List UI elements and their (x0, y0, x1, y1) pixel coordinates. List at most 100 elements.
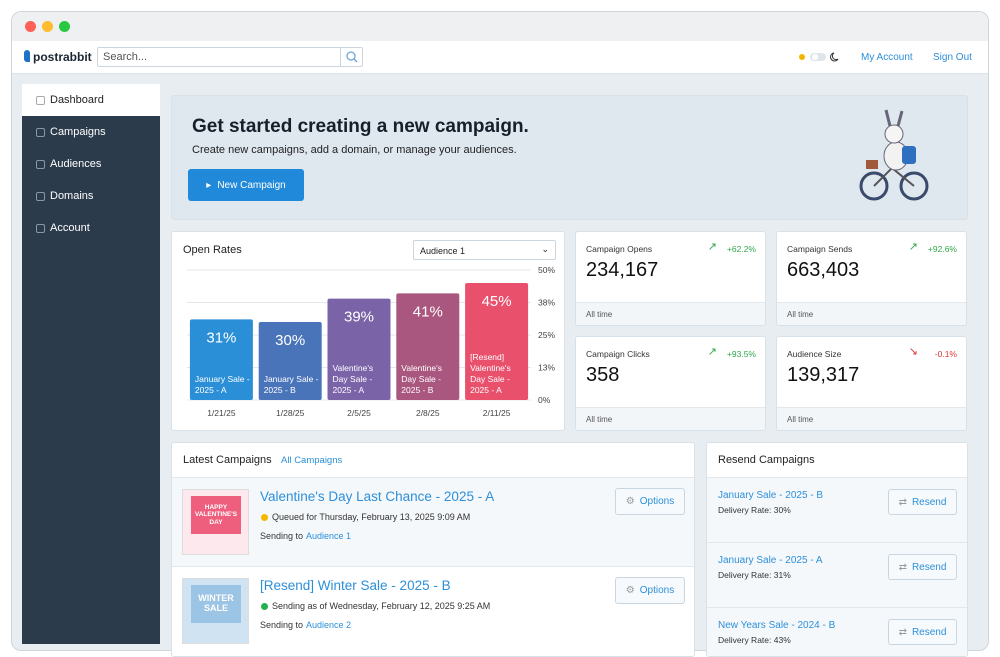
resend-name[interactable]: New Years Sale - 2024 - B (718, 620, 836, 631)
button-icon: ⚙ (625, 496, 635, 507)
stat-change: -0.1% (934, 349, 957, 359)
bar-label: January Sale - 2025 - B (263, 374, 319, 395)
bar (189, 319, 253, 400)
sidebar-item[interactable]: Audiences (22, 148, 160, 180)
status-dot (261, 603, 268, 610)
stat-card: Audience Size ↗ -0.1% 139,317 All time (776, 336, 967, 431)
bar (327, 298, 391, 400)
stat-change: +92.6% (927, 244, 957, 254)
sending-label: Sending to (260, 531, 304, 541)
resend-button[interactable]: ⇄ Resend (888, 554, 957, 580)
options-button[interactable]: ⚙ Options (615, 488, 685, 515)
button-icon: ⇄ (898, 496, 907, 508)
resend-name[interactable]: January Sale - 2025 - A (718, 555, 823, 566)
audience-link[interactable]: Audience 2 (306, 620, 352, 630)
status-dot (261, 514, 268, 521)
resend-button[interactable]: ⇄ Resend (888, 619, 957, 645)
latest-campaigns: Latest Campaigns All Campaigns HAPPY VALE… (171, 442, 695, 657)
value-label: 30% (275, 332, 305, 349)
button-icon: ⇄ (898, 626, 907, 638)
trend-arrow: ↗ (908, 345, 918, 357)
sidebar-icon (36, 128, 45, 137)
chart-card: Open Rates Audience 1 ⌄ 0% 13% 25% 38% 50% 31%… (171, 231, 565, 431)
sidebar-item[interactable]: Campaigns (22, 116, 160, 148)
x-tick-label: 1/21/25 (207, 408, 236, 418)
new-campaign-button[interactable]: ▸ New Campaign (188, 169, 304, 201)
campaign-status: Sending as of Wednesday, February 12, 20… (272, 601, 491, 611)
stat-label: Campaign Opens (586, 244, 653, 254)
bar-label: Valentine's Day Sale - 2025 - B (401, 363, 442, 395)
sidebar-item[interactable]: Account (22, 212, 160, 244)
campaign-row: WINTER SALE [Resend] Winter Sale - 2025 - … (172, 566, 694, 655)
nav-bar: postrabbit Search... My Account Sign Out (12, 41, 988, 74)
nav-link[interactable]: My Account (861, 52, 913, 63)
search-button[interactable] (340, 48, 362, 66)
theme-toggle[interactable] (796, 49, 840, 65)
chart-title: Open Rates (183, 244, 242, 256)
stat-value: 139,317 (787, 364, 860, 386)
thumb-text: SALE (203, 603, 228, 613)
bar (465, 283, 529, 400)
stat-footer-label: All time (586, 310, 613, 319)
thumb-text: HAPPY (204, 504, 228, 512)
campaign-name[interactable]: Valentine's Day Last Chance - 2025 - A (260, 489, 495, 504)
audience-link[interactable]: Audience 1 (306, 531, 352, 541)
stat-value: 358 (586, 364, 620, 386)
min-dot[interactable] (42, 21, 53, 32)
bar-label-layer: January Sale - 2025 - A January Sale - 20… (172, 232, 564, 430)
bar-label: [Resend] Valentine's Day Sale - 2025 - A (470, 352, 511, 395)
close-dot[interactable] (25, 21, 36, 32)
value-label: 31% (206, 329, 236, 346)
value-label: 39% (344, 309, 374, 326)
sidebar-item[interactable]: Domains (22, 180, 160, 212)
max-dot[interactable] (59, 21, 70, 32)
bar-label: January Sale - 2025 - A (194, 374, 250, 395)
sidebar-label: Account (50, 222, 90, 234)
trend-arrow: ↗ (707, 346, 717, 358)
thumb-banner: HAPPY VALENTINE'S DAY (191, 496, 241, 534)
sidebar-icon (36, 192, 45, 201)
campaign-name[interactable]: [Resend] Winter Sale - 2025 - B (260, 578, 451, 593)
sidebar-label: Dashboard (50, 94, 104, 106)
nav-link[interactable]: Sign Out (933, 52, 972, 63)
sidebar-item[interactable]: Dashboard (22, 84, 160, 116)
stat-footer: All time (777, 302, 966, 325)
logo-icon (24, 50, 30, 62)
all-campaigns-link[interactable]: All Campaigns (281, 455, 343, 466)
resend-button[interactable]: ⇄ Resend (888, 489, 957, 515)
stat-value: 663,403 (787, 259, 860, 281)
stat-card: Campaign Clicks ↗ +93.5% 358 All time (575, 336, 766, 431)
brand[interactable]: postrabbit (33, 50, 92, 64)
button-label: Options (639, 496, 675, 507)
stat-card: Campaign Sends ↗ +92.6% 663,403 All time (776, 231, 967, 326)
resend-row: New Years Sale - 2024 - B Delivery Rate: … (707, 607, 967, 656)
section-title: Latest Campaigns (183, 454, 272, 466)
y-tick-label: 0% (538, 395, 551, 405)
delivery-rate: Delivery Rate: 31% (718, 570, 791, 580)
stat-label: Campaign Clicks (586, 349, 650, 359)
options-button[interactable]: ⚙ Options (615, 577, 685, 604)
x-tick-label: 2/5/25 (347, 408, 371, 418)
thumbnail: WINTER SALE (182, 578, 249, 644)
search-placeholder: Search... (103, 51, 148, 63)
stat-footer-label: All time (787, 310, 814, 319)
hero-title: Get started creating a new campaign. (192, 116, 529, 137)
resend-row: January Sale - 2025 - B Delivery Rate: 30… (707, 477, 967, 542)
audience-select[interactable]: Audience 1 ⌄ (413, 240, 556, 260)
search-box[interactable]: Search... (97, 47, 363, 67)
button-label: Options (639, 585, 675, 596)
sidebar-icon (36, 160, 45, 169)
hero-subtitle: Create new campaigns, add a domain, or m… (192, 144, 517, 156)
resend-row: January Sale - 2025 - A Delivery Rate: 31… (707, 542, 967, 607)
x-tick-label: 2/11/25 (483, 408, 511, 418)
sidebar-label: Domains (50, 190, 94, 202)
stat-label: Campaign Sends (787, 244, 853, 254)
sidebar-icon (36, 224, 45, 233)
sending-label: Sending to (260, 620, 304, 630)
stat-footer: All time (576, 302, 765, 325)
y-tick-label: 38% (538, 298, 555, 308)
resend-name[interactable]: January Sale - 2025 - B (718, 490, 824, 501)
sidebar-label: Campaigns (50, 126, 106, 138)
stat-footer: All time (576, 407, 765, 430)
